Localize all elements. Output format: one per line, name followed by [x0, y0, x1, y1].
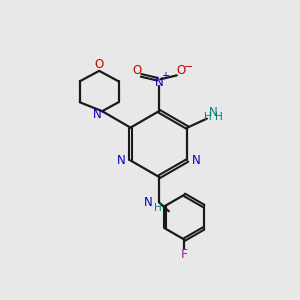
Text: O: O: [94, 58, 104, 71]
Text: F: F: [181, 248, 188, 261]
Text: O: O: [132, 64, 141, 77]
Text: N: N: [154, 76, 163, 89]
Text: N: N: [209, 106, 218, 118]
Text: N: N: [117, 154, 126, 167]
Text: H: H: [204, 112, 212, 122]
Text: O: O: [177, 64, 186, 77]
Text: N: N: [93, 108, 102, 121]
Text: N: N: [192, 154, 201, 167]
Text: +: +: [161, 71, 169, 81]
Text: −: −: [184, 62, 194, 72]
Text: H: H: [154, 203, 161, 213]
Text: H: H: [215, 112, 223, 122]
Text: N: N: [144, 196, 152, 209]
